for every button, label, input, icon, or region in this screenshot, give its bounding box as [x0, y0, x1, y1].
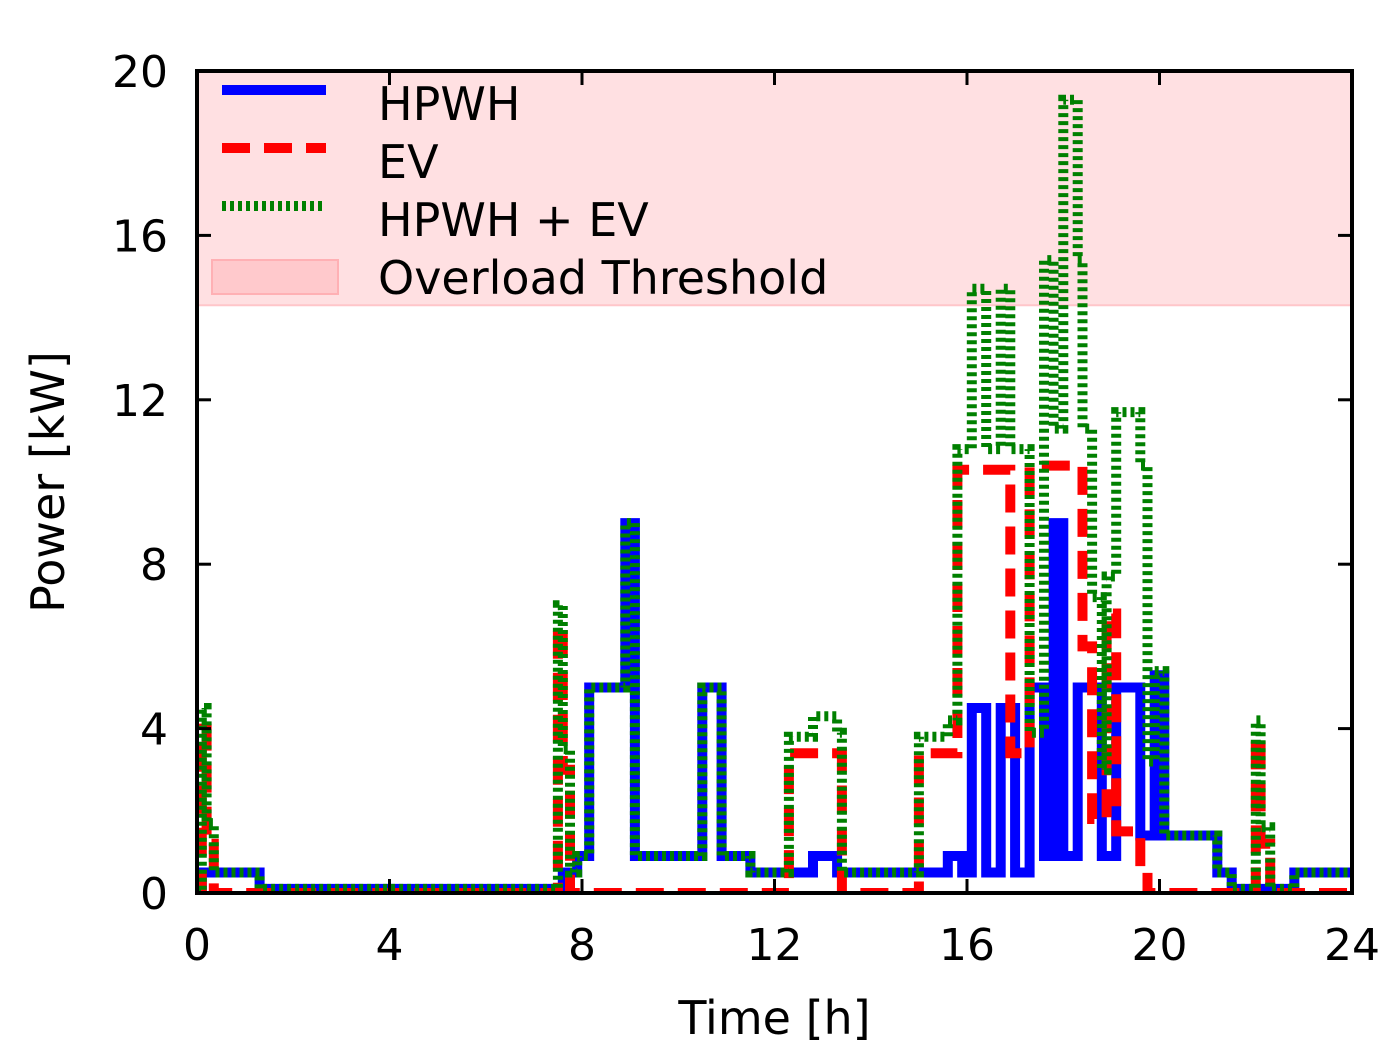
overload-threshold-band: [197, 71, 1352, 306]
legend-label-0: HPWH: [378, 77, 520, 131]
x-tick-label: 20: [1132, 920, 1188, 971]
legend-swatch-threshold: [211, 259, 339, 295]
plot-frame: [195, 69, 1354, 895]
x-tick-label: 4: [376, 920, 404, 971]
y-tick-label: 20: [112, 47, 168, 98]
y-tick-label: 16: [112, 211, 168, 262]
x-tick-label: 16: [939, 920, 995, 971]
x-tick-label: 8: [568, 920, 596, 971]
legend-label-2: HPWH + EV: [378, 193, 649, 247]
y-axis-label: Power [kW]: [21, 351, 75, 613]
x-axis-label: Time [h]: [677, 991, 870, 1045]
series-line-1: [197, 460, 1352, 893]
y-tick-label: 12: [112, 376, 168, 427]
y-tick-label: 0: [140, 869, 168, 920]
x-tick-label: 12: [747, 920, 803, 971]
y-tick-label: 8: [140, 540, 168, 591]
y-tick-label: 4: [140, 705, 168, 756]
series-layer: [197, 94, 1352, 893]
legend-label-1: EV: [378, 135, 439, 189]
ticks-layer: 0 4 8 12 16 20 24 0 4 8 12 16 20: [112, 47, 1380, 971]
series-line-2: [197, 94, 1352, 893]
x-tick-label: 24: [1324, 920, 1380, 971]
x-tick-label: 0: [183, 920, 211, 971]
legend-label-threshold: Overload Threshold: [378, 251, 828, 305]
series-line-0: [197, 518, 1352, 893]
